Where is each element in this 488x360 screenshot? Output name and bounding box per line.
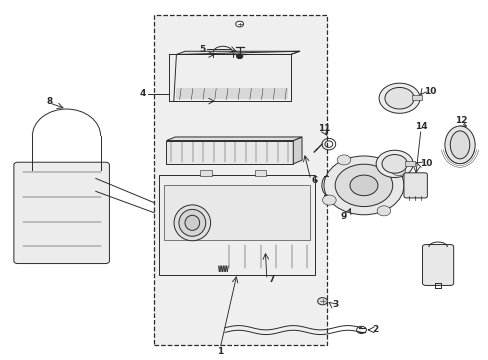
Polygon shape [176, 51, 299, 54]
Text: 3: 3 [331, 300, 338, 309]
Bar [200, 170, 211, 176]
FancyBboxPatch shape [14, 162, 109, 264]
Text: 1: 1 [217, 347, 223, 356]
Text: 13: 13 [431, 254, 444, 263]
Circle shape [384, 87, 413, 109]
Circle shape [336, 155, 350, 165]
Text: 4: 4 [140, 89, 146, 98]
Circle shape [376, 206, 390, 216]
Bar [166, 140, 293, 164]
FancyBboxPatch shape [403, 173, 427, 198]
Text: 14: 14 [414, 122, 427, 131]
Bar [163, 185, 310, 240]
Polygon shape [293, 137, 302, 164]
Circle shape [391, 166, 405, 176]
Text: 2: 2 [371, 325, 378, 334]
Bar [405, 161, 414, 166]
Circle shape [381, 154, 407, 173]
Polygon shape [166, 137, 302, 140]
Text: 5: 5 [199, 45, 205, 54]
Bar [154, 15, 327, 345]
Ellipse shape [184, 215, 199, 230]
Circle shape [235, 21, 243, 27]
Bar [176, 87, 288, 99]
Text: 12: 12 [454, 116, 467, 125]
Circle shape [324, 156, 403, 215]
Circle shape [375, 150, 412, 177]
Ellipse shape [174, 205, 210, 241]
Text: 7: 7 [267, 275, 274, 284]
Ellipse shape [444, 126, 474, 164]
Text: 11: 11 [317, 123, 329, 132]
Text: 8: 8 [46, 96, 53, 105]
Text: 6: 6 [311, 176, 317, 185]
Circle shape [349, 175, 377, 196]
Bar [254, 170, 266, 176]
Bar [411, 95, 422, 100]
FancyBboxPatch shape [422, 244, 453, 285]
Circle shape [317, 298, 327, 305]
Text: 10: 10 [419, 159, 431, 168]
Circle shape [378, 83, 419, 113]
Ellipse shape [179, 210, 205, 236]
Ellipse shape [449, 131, 469, 159]
Bar [159, 175, 315, 275]
Circle shape [236, 54, 242, 58]
Text: 10: 10 [423, 86, 435, 95]
Circle shape [334, 164, 392, 207]
Text: 9: 9 [340, 212, 346, 221]
Circle shape [322, 195, 335, 205]
